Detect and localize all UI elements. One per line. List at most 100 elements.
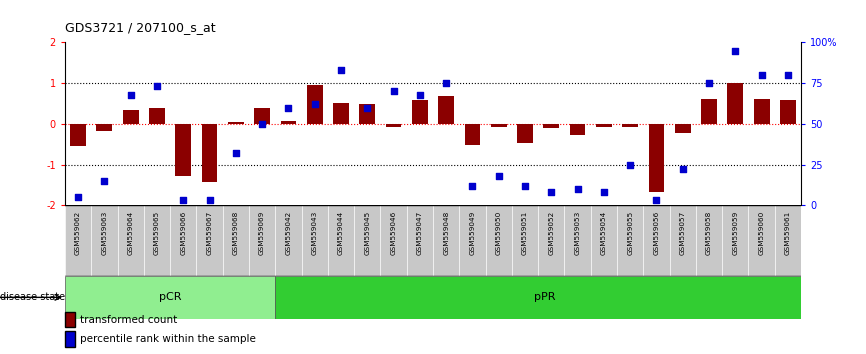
Bar: [412, 100, 428, 124]
Bar: [275, 205, 301, 276]
Text: transformed count: transformed count: [80, 315, 177, 325]
Text: GSM559045: GSM559045: [365, 211, 371, 255]
Text: GSM559063: GSM559063: [101, 211, 107, 255]
Bar: [91, 205, 118, 276]
Bar: [459, 205, 486, 276]
Text: GSM559049: GSM559049: [469, 211, 475, 255]
Bar: [144, 205, 170, 276]
Text: GSM559062: GSM559062: [75, 211, 81, 255]
Point: [754, 72, 768, 78]
Bar: [748, 205, 775, 276]
Point: [71, 194, 85, 200]
Bar: [281, 121, 296, 124]
Text: GSM559068: GSM559068: [233, 211, 239, 255]
Bar: [301, 205, 328, 276]
Text: GSM559065: GSM559065: [154, 211, 160, 255]
Bar: [753, 99, 770, 124]
Text: GSM559051: GSM559051: [522, 211, 528, 255]
Text: GSM559055: GSM559055: [627, 211, 633, 255]
Text: GSM559059: GSM559059: [733, 211, 739, 255]
Bar: [464, 124, 481, 145]
Point: [360, 105, 374, 110]
Text: pPR: pPR: [534, 292, 555, 302]
Text: GSM559060: GSM559060: [759, 211, 765, 255]
Bar: [170, 205, 197, 276]
Bar: [780, 100, 796, 124]
Bar: [149, 108, 165, 124]
Bar: [570, 124, 585, 135]
Point: [545, 189, 559, 195]
Bar: [517, 124, 533, 143]
Bar: [123, 110, 139, 124]
Text: GSM559048: GSM559048: [443, 211, 449, 255]
Bar: [623, 124, 638, 127]
Point: [492, 173, 506, 179]
Bar: [775, 205, 801, 276]
Bar: [696, 205, 722, 276]
Text: GSM559057: GSM559057: [680, 211, 686, 255]
Bar: [96, 124, 113, 131]
Text: disease state: disease state: [0, 292, 65, 302]
Point: [229, 150, 242, 156]
Text: GSM559056: GSM559056: [654, 211, 659, 255]
Point: [177, 198, 191, 203]
Bar: [643, 205, 669, 276]
Point: [203, 198, 216, 203]
Point: [386, 88, 400, 94]
Point: [650, 198, 663, 203]
Text: GSM559042: GSM559042: [286, 211, 291, 255]
Bar: [380, 205, 407, 276]
Text: pCR: pCR: [158, 292, 181, 302]
Text: GSM559061: GSM559061: [785, 211, 791, 255]
Bar: [202, 124, 217, 182]
Point: [624, 162, 637, 167]
Point: [571, 186, 585, 192]
Bar: [617, 205, 643, 276]
Point: [150, 84, 164, 89]
Text: GSM559054: GSM559054: [601, 211, 607, 255]
Bar: [65, 205, 91, 276]
Bar: [70, 124, 86, 146]
Bar: [565, 205, 591, 276]
Text: percentile rank within the sample: percentile rank within the sample: [80, 334, 255, 344]
Bar: [669, 205, 696, 276]
Text: GSM559064: GSM559064: [127, 211, 133, 255]
Point: [702, 80, 716, 86]
Point: [255, 121, 269, 127]
Bar: [596, 124, 611, 127]
Bar: [544, 124, 559, 128]
Bar: [675, 124, 691, 133]
Bar: [491, 124, 507, 127]
Bar: [328, 205, 354, 276]
Bar: [255, 108, 270, 124]
Bar: [591, 205, 617, 276]
Point: [413, 92, 427, 97]
Text: GSM559067: GSM559067: [207, 211, 212, 255]
Bar: [359, 104, 375, 124]
Bar: [486, 205, 512, 276]
Point: [439, 80, 453, 86]
Point: [675, 167, 689, 172]
Text: GSM559046: GSM559046: [391, 211, 397, 255]
Bar: [333, 103, 349, 124]
Bar: [65, 276, 275, 319]
Text: GSM559050: GSM559050: [495, 211, 501, 255]
Text: GSM559066: GSM559066: [180, 211, 186, 255]
Text: GSM559044: GSM559044: [338, 211, 344, 255]
Bar: [407, 205, 433, 276]
Point: [597, 189, 611, 195]
Point: [334, 67, 348, 73]
Bar: [538, 205, 565, 276]
Bar: [438, 96, 454, 124]
Point: [98, 178, 112, 184]
Bar: [175, 124, 191, 176]
Bar: [223, 205, 249, 276]
Point: [124, 92, 138, 97]
Bar: [228, 122, 243, 124]
Bar: [649, 124, 664, 192]
Bar: [249, 205, 275, 276]
Text: GSM559053: GSM559053: [575, 211, 580, 255]
Bar: [701, 99, 717, 124]
Text: GSM559058: GSM559058: [706, 211, 712, 255]
Bar: [722, 205, 748, 276]
